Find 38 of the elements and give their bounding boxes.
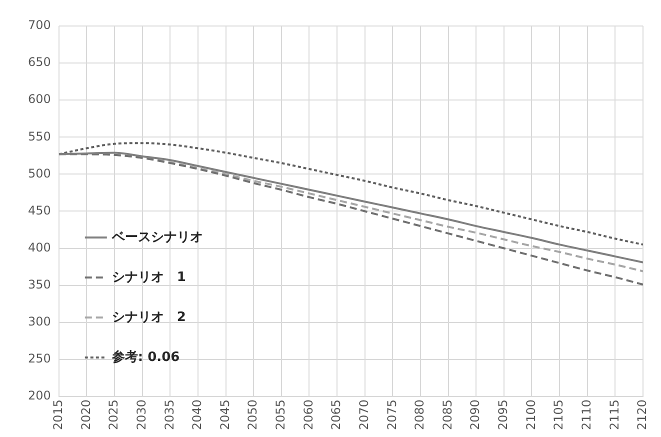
y-tick-label: 450 [28, 203, 51, 218]
x-tick-label: 2110 [579, 399, 594, 430]
legend-label: ベースシナリオ [110, 230, 203, 245]
x-tick-label: 2030 [134, 399, 148, 430]
y-tick-label: 500 [28, 166, 51, 180]
y-tick-label: 200 [28, 388, 51, 403]
x-tick-label: 2115 [607, 399, 622, 430]
y-tick-label: 350 [28, 277, 51, 292]
y-tick-label: 700 [28, 18, 51, 32]
x-tick-label: 2090 [468, 399, 482, 430]
y-tick-label: 600 [28, 92, 51, 106]
y-tick-label: 550 [28, 129, 51, 144]
x-tick-label: 2055 [274, 399, 288, 430]
y-tick-label: 400 [28, 240, 51, 254]
x-tick-label: 2100 [524, 399, 538, 430]
x-tick-label: 2085 [440, 399, 454, 430]
y-tick-label: 250 [28, 352, 51, 366]
legend-label: 参考: 0.06 [110, 348, 180, 365]
x-tick-label: 2025 [106, 399, 121, 430]
x-tick-label: 2015 [51, 399, 66, 430]
x-tick-label: 2070 [356, 399, 371, 430]
legend-label: シナリオ 1 [112, 270, 186, 285]
x-tick-label: 2060 [301, 399, 316, 430]
x-tick-label: 2065 [329, 399, 344, 430]
x-tick-label: 2020 [78, 399, 93, 430]
legend-label: シナリオ 2 [112, 310, 186, 325]
x-tick-label: 2035 [162, 399, 176, 430]
x-tick-label: 2120 [635, 399, 650, 430]
x-tick-label: 2050 [246, 399, 260, 430]
line-series [58, 142, 643, 246]
x-tick-label: 2040 [190, 399, 204, 430]
y-tick-label: 650 [28, 55, 51, 70]
x-tick-label: 2095 [496, 399, 510, 430]
y-tick-label: 300 [28, 314, 51, 328]
x-tick-label: 2045 [218, 399, 232, 430]
x-tick-label: 2080 [412, 399, 427, 430]
x-tick-label: 2105 [552, 399, 566, 430]
x-tick-label: 2075 [384, 399, 399, 430]
